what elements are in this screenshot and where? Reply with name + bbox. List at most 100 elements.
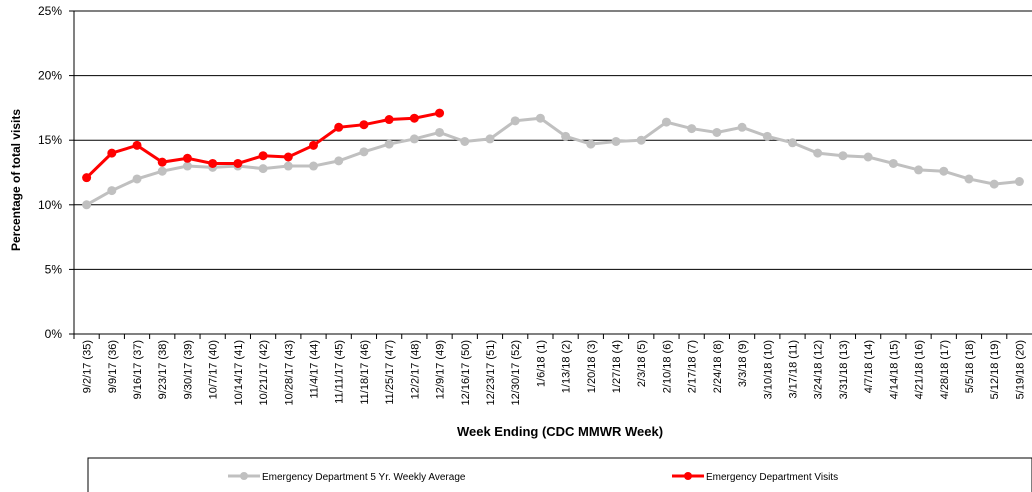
data-point <box>334 122 344 132</box>
data-point <box>233 158 243 168</box>
x-tick-label: 12/9/17 (49) <box>435 340 447 399</box>
data-point <box>611 136 621 146</box>
x-tick-label: 4/14/18 (15) <box>888 340 900 399</box>
data-point <box>485 134 495 144</box>
x-tick-label: 2/17/18 (7) <box>687 340 699 393</box>
x-tick-label: 3/10/18 (10) <box>762 340 774 399</box>
data-point <box>334 156 344 166</box>
data-point <box>586 139 596 149</box>
data-point <box>309 140 318 150</box>
x-tick-label: 10/14/17 (41) <box>233 340 245 405</box>
data-point <box>435 127 445 137</box>
x-tick-label: 9/16/17 (37) <box>132 340 144 399</box>
y-tick-label: 5% <box>45 262 63 276</box>
data-point <box>82 200 92 210</box>
data-point <box>258 164 268 174</box>
data-point <box>283 161 293 171</box>
x-tick-label: 9/9/17 (36) <box>107 340 119 393</box>
data-point <box>561 131 571 141</box>
data-point <box>460 136 470 146</box>
x-tick-label: 11/4/17 (44) <box>309 340 321 399</box>
data-point <box>762 131 772 141</box>
data-point <box>384 139 394 149</box>
x-tick-label: 2/24/18 (8) <box>712 340 724 393</box>
x-tick-label: 11/18/17 (46) <box>359 340 371 405</box>
data-point <box>359 147 369 157</box>
x-tick-label: 12/16/17 (50) <box>460 340 472 405</box>
x-tick-label: 10/7/17 (40) <box>208 340 220 399</box>
data-point <box>283 152 293 162</box>
x-tick-label: 11/25/17 (47) <box>384 340 396 405</box>
x-tick-label: 9/23/17 (38) <box>157 340 169 399</box>
data-point <box>1014 177 1024 187</box>
data-point <box>107 148 117 158</box>
data-point <box>359 120 369 130</box>
data-point <box>964 174 974 184</box>
x-tick-label: 10/28/17 (43) <box>283 340 295 405</box>
x-tick-label: 12/2/17 (48) <box>409 340 421 399</box>
data-point <box>661 117 671 127</box>
data-point <box>384 115 394 125</box>
data-point <box>535 113 545 123</box>
data-point <box>989 179 999 189</box>
x-tick-label: 12/30/17 (52) <box>510 340 522 405</box>
data-point <box>888 158 898 168</box>
data-point <box>409 134 419 144</box>
data-point <box>82 173 92 183</box>
data-point <box>157 157 167 167</box>
legend-label: Emergency Department 5 Yr. Weekly Averag… <box>262 472 466 483</box>
x-tick-label: 2/3/18 (5) <box>636 340 648 387</box>
y-tick-label: 25% <box>38 4 62 18</box>
data-point <box>939 166 949 176</box>
data-point <box>636 135 646 145</box>
y-tick-label: 10% <box>38 198 62 212</box>
y-tick-label: 15% <box>38 133 62 147</box>
data-point <box>258 151 268 161</box>
data-point <box>435 108 445 118</box>
data-point <box>409 113 419 123</box>
data-point <box>182 153 192 163</box>
data-point <box>107 186 117 196</box>
x-tick-label: 1/27/18 (4) <box>611 340 623 393</box>
data-point <box>712 127 722 137</box>
data-point <box>510 116 520 126</box>
data-point <box>813 148 823 158</box>
x-tick-label: 9/30/17 (39) <box>182 340 194 399</box>
legend-marker <box>684 472 692 480</box>
y-axis-title: Percentage of total visits <box>9 109 23 251</box>
legend-marker <box>240 472 248 480</box>
x-tick-label: 3/24/18 (12) <box>813 340 825 399</box>
data-point <box>208 158 218 168</box>
x-tick-label: 5/19/18 (20) <box>1014 340 1026 399</box>
data-point <box>157 166 167 176</box>
y-tick-label: 0% <box>45 327 63 341</box>
x-tick-label: 3/31/18 (13) <box>838 340 850 399</box>
series-line <box>85 116 1020 207</box>
y-tick-label: 20% <box>38 69 62 83</box>
data-point <box>132 174 142 184</box>
data-point <box>788 138 797 148</box>
x-tick-label: 1/20/18 (3) <box>586 340 598 393</box>
x-tick-label: 1/6/18 (1) <box>535 340 547 387</box>
x-tick-label: 9/2/17 (35) <box>82 340 94 393</box>
x-tick-label: 5/5/18 (18) <box>964 340 976 393</box>
data-point <box>687 124 697 134</box>
data-point <box>309 161 318 171</box>
data-point <box>182 161 192 171</box>
data-point <box>838 151 848 161</box>
x-tick-label: 2/10/18 (6) <box>661 340 673 393</box>
x-tick-label: 4/28/18 (17) <box>939 340 951 399</box>
x-tick-label: 1/13/18 (2) <box>561 340 573 393</box>
data-point <box>132 140 142 150</box>
x-tick-label: 11/11/17 (45) <box>334 340 346 404</box>
x-tick-label: 12/23/17 (51) <box>485 340 497 405</box>
x-tick-label: 4/7/18 (14) <box>863 340 875 393</box>
x-tick-label: 4/21/18 (16) <box>914 340 926 399</box>
data-point <box>737 122 747 132</box>
x-tick-label: 5/12/18 (19) <box>989 340 1001 399</box>
data-point <box>914 165 924 175</box>
legend-label: Emergency Department Visits <box>706 472 838 483</box>
x-tick-label: 3/17/18 (11) <box>788 340 800 399</box>
x-axis-title: Week Ending (CDC MMWR Week) <box>457 424 663 439</box>
